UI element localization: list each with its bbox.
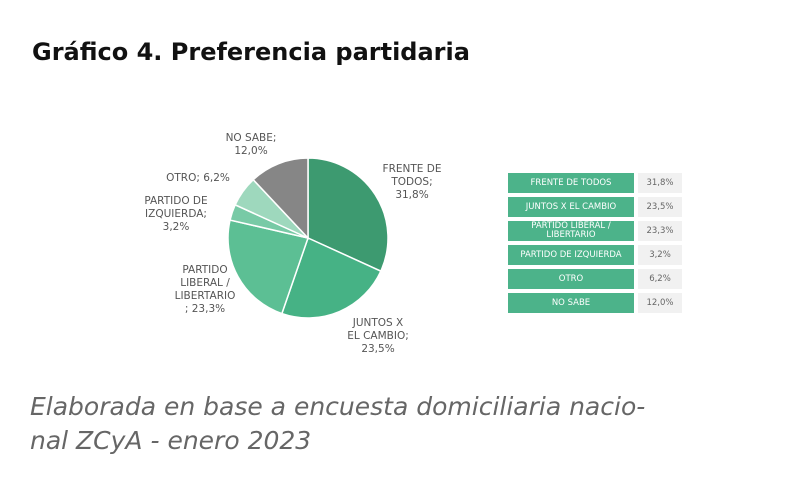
pie-slice-5 [252, 157, 309, 240]
table-value: 31,8% [638, 173, 682, 193]
source-note: Elaborada en base a encuesta domiciliari… [30, 390, 770, 458]
source-note-line-1: Elaborada en base a encuesta domiciliari… [30, 392, 646, 421]
pie-label-4: OTRO; 6,2% [166, 172, 230, 184]
table-row: PARTIDO DE IZQUIERDA 3,2% [508, 245, 682, 265]
pie-slice-1 [280, 236, 382, 319]
table-party-name: NO SABE [508, 293, 634, 313]
table-value: 3,2% [638, 245, 682, 265]
pie-label-3: PARTIDO DE IZQUIERDA; 3,2% [144, 195, 207, 233]
table-party-name: FRENTE DE TODOS [508, 173, 634, 193]
pie-label-1: JUNTOS X EL CAMBIO; 23,5% [347, 317, 409, 355]
table-value: 12,0% [638, 293, 682, 313]
table-party-name: PARTIDO DE IZQUIERDA [508, 245, 634, 265]
table-party-name: JUNTOS X EL CAMBIO [508, 197, 634, 217]
table-party-name: OTRO [508, 269, 634, 289]
pie-label-2: PARTIDO LIBERAL / LIBERTARIO; 23,3% [175, 264, 236, 315]
chart-title: Gráfico 4. Preferencia partidaria [32, 38, 470, 66]
pie-slice-0 [307, 157, 389, 273]
table-party-name: PARTIDO LIBERAL / LIBERTARIO [508, 221, 634, 241]
pie-labels: FRENTE DE TODOS; 31,8% JUNTOS X EL CAMBIO; 23… [144, 132, 441, 355]
source-note-line-2: nal ZCyA - enero 2023 [30, 426, 312, 455]
table-row: NO SABE 12,0% [508, 293, 682, 313]
pie-label-5: NO SABE; 12,0% [226, 132, 277, 157]
table-row: PARTIDO LIBERAL / LIBERTARIO 23,3% [508, 221, 682, 241]
pie-label-0: FRENTE DE TODOS; 31,8% [383, 163, 442, 201]
data-table: FRENTE DE TODOS 31,8% JUNTOS X EL CAMBIO 23… [508, 169, 682, 317]
table-value: 23,5% [638, 197, 682, 217]
pie-chart: FRENTE DE TODOS; 31,8% JUNTOS X EL CAMBIO; 23… [144, 132, 441, 355]
table-row: FRENTE DE TODOS 31,8% [508, 173, 682, 193]
table-value: 6,2% [638, 269, 682, 289]
table-row: OTRO 6,2% [508, 269, 682, 289]
table-row: JUNTOS X EL CAMBIO 23,5% [508, 197, 682, 217]
pie-slice-2 [227, 219, 309, 315]
pie-slices [227, 157, 389, 319]
table-value: 23,3% [638, 221, 682, 241]
